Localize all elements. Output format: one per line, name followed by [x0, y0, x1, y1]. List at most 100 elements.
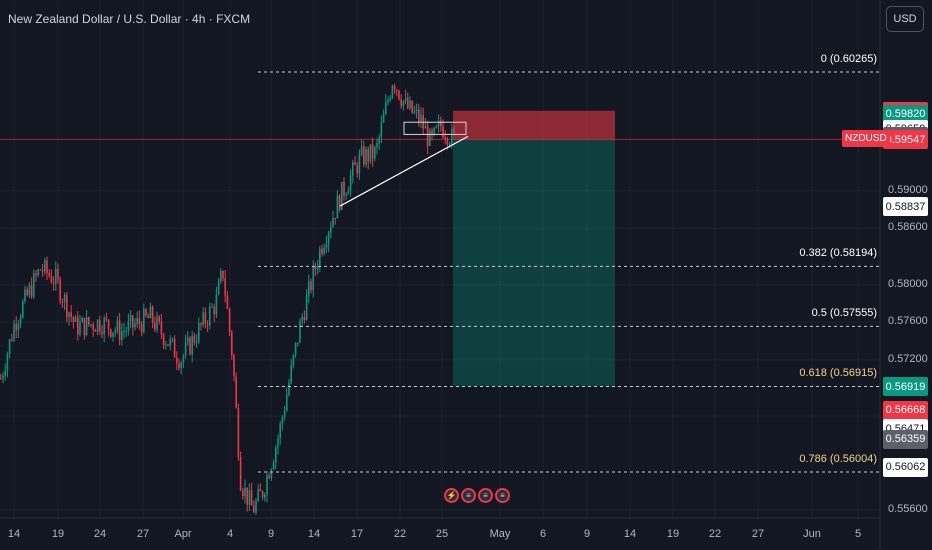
candle-body	[26, 289, 28, 296]
candle-body	[413, 111, 416, 113]
candle-body	[217, 281, 220, 295]
candle-body	[200, 323, 202, 325]
candle-body	[63, 295, 66, 303]
candle-body	[330, 227, 332, 233]
candle-body	[90, 324, 92, 326]
candle-body	[349, 175, 352, 191]
candle-body	[244, 487, 246, 497]
candle-body	[336, 195, 339, 219]
candle-body	[92, 324, 94, 330]
candle-body	[103, 318, 105, 335]
candle-body	[367, 149, 369, 162]
candle-body	[431, 130, 433, 135]
candle-body	[321, 248, 323, 254]
fib-level-label: 0.382 (0.58194)	[799, 247, 877, 260]
candle-body	[319, 248, 321, 267]
candle-body	[143, 309, 145, 333]
lightning-icon[interactable]: ⚡	[444, 488, 459, 503]
candle-body	[325, 244, 328, 248]
candle-body	[272, 462, 275, 470]
candle-body	[195, 341, 198, 343]
candle-body	[231, 332, 233, 356]
candle-body	[314, 266, 317, 270]
us-flag-icon[interactable]: ≡	[461, 488, 476, 503]
candle-body	[123, 331, 125, 333]
candle-body	[70, 312, 72, 318]
candle-body	[250, 490, 253, 506]
x-axis-tick-label: 19	[666, 528, 680, 540]
candle-body	[303, 316, 306, 320]
candle-body	[264, 494, 266, 498]
candle-body	[44, 260, 46, 272]
candle-body	[99, 319, 101, 332]
candle-body	[11, 339, 13, 341]
x-axis-tick-label: 5	[854, 528, 862, 540]
candle-body	[323, 247, 325, 254]
x-axis-tick-label: 9	[267, 528, 275, 540]
candle-body	[96, 319, 99, 332]
candle-body	[88, 317, 90, 325]
candle-body	[176, 357, 178, 363]
currency-button[interactable]: USD	[886, 6, 924, 32]
candle-body	[61, 301, 64, 303]
x-axis-tick-label: 22	[708, 528, 722, 540]
candle-body	[39, 269, 42, 271]
candle-body	[277, 438, 279, 448]
candle-body	[310, 281, 312, 291]
candle-body	[28, 285, 31, 296]
price-badge: 0.56919	[883, 377, 928, 397]
candle-body	[415, 109, 418, 112]
x-axis-tick-label: Jun	[803, 528, 821, 540]
candle-body	[389, 97, 391, 101]
y-axis-tick-label: 0.58000	[888, 277, 928, 290]
economic-events[interactable]: ⚡ ≡ ≡ ≡	[444, 488, 510, 503]
candle-body	[239, 456, 242, 491]
candle-body	[237, 407, 240, 457]
candle-body	[83, 317, 86, 336]
candle-body	[81, 317, 83, 323]
x-axis-tick-label: 9	[583, 528, 591, 540]
candle-body	[105, 318, 108, 320]
candle-body	[8, 339, 11, 355]
candle-body	[374, 147, 376, 159]
candle-body	[378, 136, 380, 144]
x-axis-tick-label: 17	[350, 528, 364, 540]
candle-body	[77, 317, 79, 335]
candle-body	[72, 317, 75, 322]
us-flag-icon[interactable]: ≡	[478, 488, 493, 503]
candle-body	[338, 195, 341, 210]
candle-body	[165, 344, 167, 346]
candle-body	[402, 100, 405, 106]
x-axis-tick-label: May	[489, 528, 511, 540]
candle-body	[382, 114, 385, 123]
candle-body	[52, 282, 55, 284]
price-badge: 0.56359	[883, 429, 928, 449]
candle-body	[360, 146, 363, 155]
candle-body	[396, 89, 398, 91]
us-flag-icon[interactable]: ≡	[495, 488, 510, 503]
candle-body	[301, 316, 303, 321]
candle-body	[116, 320, 119, 331]
candle-body	[151, 306, 154, 323]
candle-body	[206, 323, 209, 326]
candle-body	[191, 335, 193, 355]
candle-body	[233, 355, 235, 377]
candle-body	[398, 90, 400, 100]
candle-body	[24, 289, 26, 302]
x-axis-tick-label: 22	[393, 528, 407, 540]
candle-body	[169, 339, 171, 346]
price-badge: 0.59547	[883, 130, 928, 150]
candle-body	[358, 154, 361, 174]
support-trendline	[339, 135, 469, 207]
candle-body	[110, 329, 112, 337]
candle-body	[444, 137, 446, 139]
candle-body	[424, 126, 427, 129]
candle-body	[429, 130, 431, 146]
candle-body	[332, 218, 334, 228]
x-axis-tick-label: 4	[226, 528, 234, 540]
candle-body	[259, 489, 262, 492]
candle-body	[112, 332, 114, 337]
stop-loss-zone	[453, 110, 615, 140]
